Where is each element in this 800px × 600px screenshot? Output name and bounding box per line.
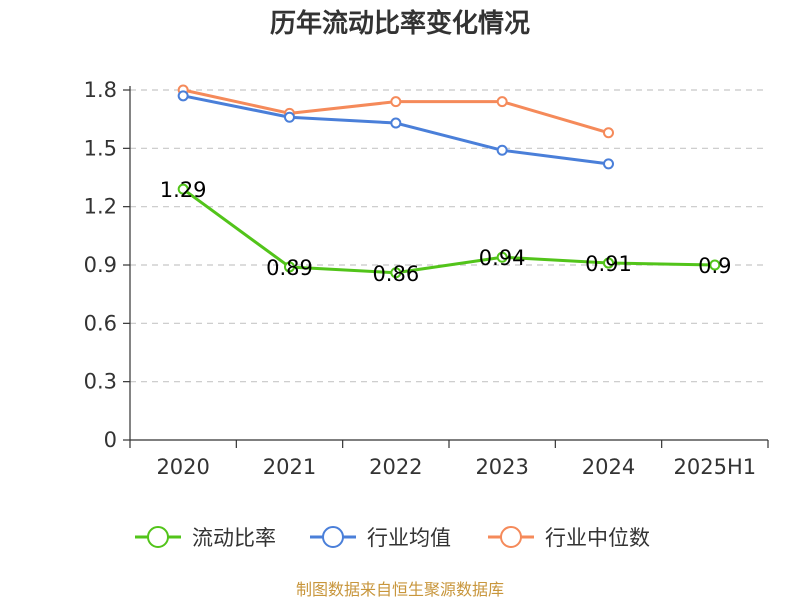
data-label: 0.86 [372,262,419,286]
data-point[interactable] [496,144,508,156]
data-labels: 1.29 0.89 0.86 0.94 0.91 0.9 [160,178,732,286]
legend-item[interactable]: 行业均值 [310,526,451,550]
y-tick-label: 0.9 [84,253,117,277]
data-point[interactable] [390,267,402,279]
data-point[interactable] [177,90,189,102]
data-point[interactable] [284,261,295,273]
y-tick-label: 0 [104,428,117,452]
x-tick-label: 2025H1 [674,455,757,479]
data-label: 0.94 [479,246,526,270]
legend-label: 行业中位数 [545,526,650,550]
series-0 [177,183,721,279]
data-point[interactable] [603,127,614,139]
data-point[interactable] [390,96,402,108]
plot-area [177,84,721,279]
x-tick-label: 2023 [475,455,528,479]
data-label: 0.91 [585,252,632,276]
legend-item[interactable]: 流动比率 [135,526,276,550]
y-tick-label: 0.3 [84,370,117,394]
y-tick-label: 1.8 [84,78,117,102]
series-line [182,187,715,275]
legend-label: 行业均值 [367,526,451,550]
legend[interactable]: 流动比率 行业均值 行业中位数 [135,526,650,550]
legend-label: 流动比率 [192,526,276,550]
x-tick-label: 2020 [156,455,209,479]
series-2 [177,84,614,139]
legend-item[interactable]: 行业中位数 [488,526,650,550]
data-point[interactable] [603,257,614,269]
series-1 [177,90,614,170]
y-tick-label: 1.5 [84,136,117,160]
legend-circle-marker [322,526,344,548]
data-point[interactable] [390,117,402,129]
data-label: 0.89 [266,256,313,280]
data-point[interactable] [709,259,721,271]
y-tick-label: 0.6 [84,311,117,335]
gridlines [130,89,768,383]
y-tick-label: 1.2 [84,195,117,219]
chart-title: 历年流动比率变化情况 [270,8,530,39]
x-tick-label: 2022 [369,455,422,479]
data-label: 0.9 [698,254,731,278]
x-tick-label: 2021 [263,455,316,479]
x-tick-label: 2024 [582,455,635,479]
data-point[interactable] [496,96,508,108]
legend-circle-marker [147,526,169,548]
data-point[interactable] [603,158,614,170]
data-point[interactable] [284,111,295,123]
data-label: 1.29 [160,178,207,202]
axes: 0 0.3 0.6 0.9 1.2 1.5 1.8 2020 2021 2022 2023 2024 2… [84,78,769,479]
source-note: 制图数据来自恒生聚源数据库 [296,580,504,599]
data-point[interactable] [177,183,189,195]
legend-circle-marker [500,526,522,548]
data-point[interactable] [496,251,508,263]
